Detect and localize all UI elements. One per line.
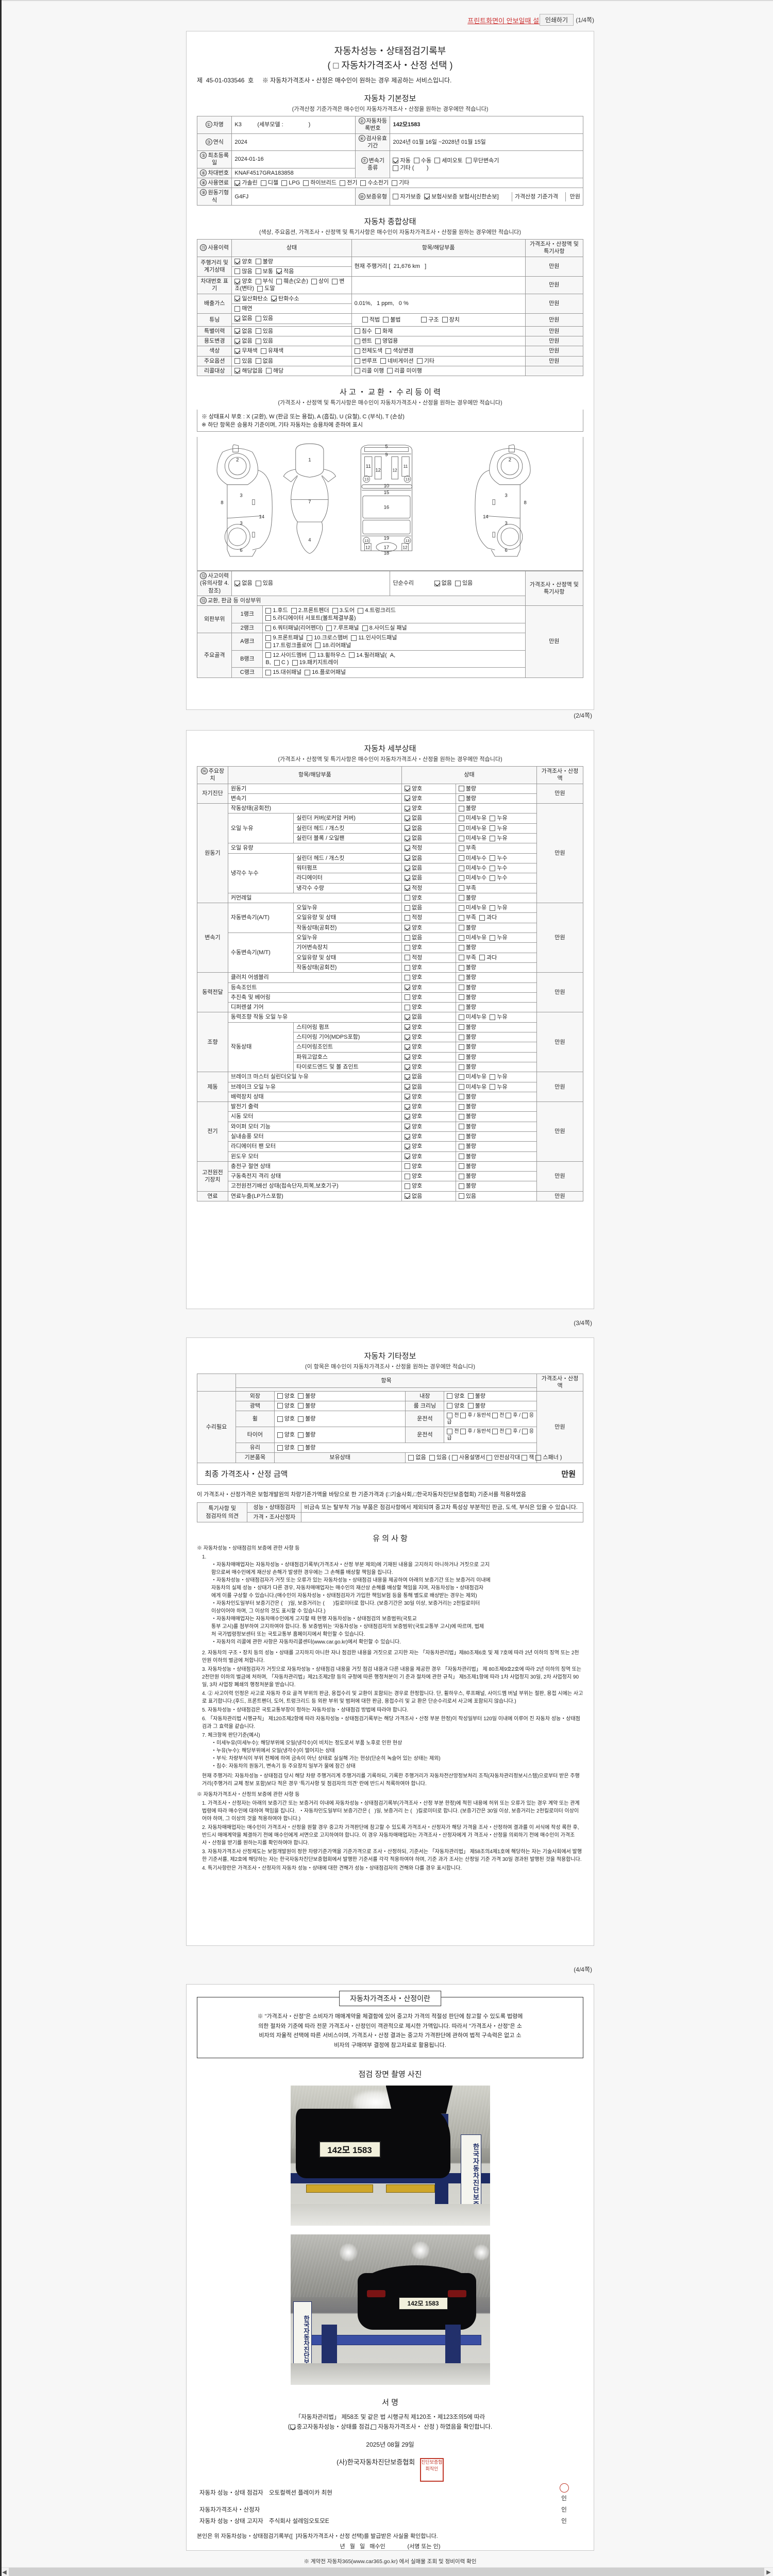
svg-text:14: 14	[483, 514, 489, 520]
svg-text:8: 8	[221, 500, 223, 506]
svg-text:14: 14	[259, 514, 264, 520]
svg-text:3: 3	[505, 493, 508, 498]
svg-text:6: 6	[505, 548, 508, 553]
svg-text:3: 3	[505, 521, 508, 527]
svg-text:5: 5	[385, 444, 388, 449]
svg-text:4: 4	[308, 537, 311, 543]
svg-text:12: 12	[393, 468, 398, 473]
svg-text:15: 15	[384, 490, 390, 496]
svg-text:2: 2	[509, 457, 511, 463]
svg-text:16: 16	[384, 505, 390, 511]
svg-text:6: 6	[240, 548, 242, 553]
svg-text:10: 10	[384, 483, 390, 489]
svg-text:18: 18	[384, 550, 390, 556]
svg-text:7: 7	[308, 499, 311, 505]
svg-text:13: 13	[364, 477, 368, 482]
svg-text:17: 17	[384, 545, 390, 551]
svg-text:3: 3	[240, 521, 242, 527]
svg-text:13: 13	[364, 538, 368, 543]
svg-text:13: 13	[406, 477, 410, 482]
svg-text:2: 2	[236, 457, 239, 463]
svg-text:11: 11	[366, 464, 371, 469]
svg-text:12: 12	[365, 546, 371, 550]
svg-text:13: 13	[406, 538, 410, 543]
svg-text:11: 11	[404, 464, 408, 469]
svg-text:12: 12	[375, 468, 381, 473]
svg-text:19: 19	[384, 536, 390, 541]
svg-text:9: 9	[385, 452, 388, 458]
svg-text:1: 1	[308, 457, 311, 463]
svg-text:12: 12	[403, 546, 408, 550]
svg-text:3: 3	[240, 493, 242, 498]
svg-text:8: 8	[524, 500, 527, 506]
